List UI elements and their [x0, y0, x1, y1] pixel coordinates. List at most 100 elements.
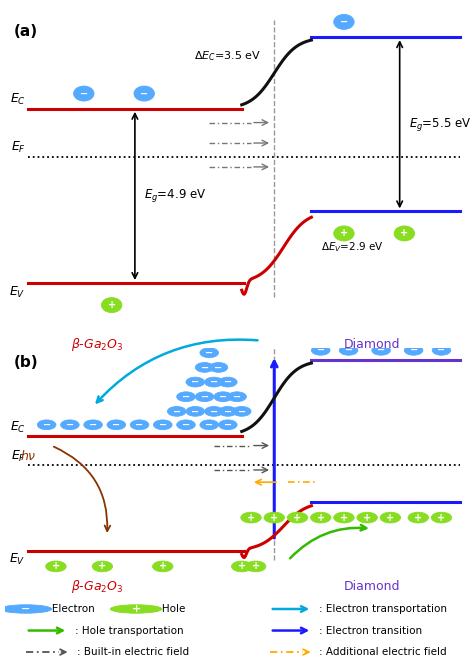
Circle shape	[231, 561, 252, 572]
Circle shape	[177, 420, 195, 429]
Text: $\beta$-Ga$_2$O$_3$: $\beta$-Ga$_2$O$_3$	[72, 577, 124, 595]
Circle shape	[0, 605, 52, 613]
Text: −: −	[224, 377, 232, 387]
Circle shape	[264, 512, 284, 523]
Text: $E_g$=5.5 eV: $E_g$=5.5 eV	[409, 116, 472, 132]
Text: (b): (b)	[14, 355, 39, 370]
Text: : Hole transportation: : Hole transportation	[75, 626, 184, 636]
Text: −: −	[205, 420, 213, 429]
Text: : Built-in electric field: : Built-in electric field	[77, 647, 190, 657]
Text: : Electron transportation: : Electron transportation	[319, 604, 447, 614]
Text: −: −	[201, 363, 209, 373]
Circle shape	[219, 407, 237, 416]
Text: −: −	[182, 392, 190, 401]
Circle shape	[380, 512, 401, 523]
Circle shape	[209, 363, 228, 372]
Circle shape	[130, 420, 149, 429]
Circle shape	[394, 226, 415, 241]
Text: Diamond: Diamond	[344, 338, 400, 351]
Text: $\Delta E_V$=2.9 eV: $\Delta E_V$=2.9 eV	[321, 240, 383, 254]
Text: : Electron transition: : Electron transition	[319, 626, 422, 636]
Circle shape	[200, 420, 219, 429]
Text: +: +	[159, 561, 167, 571]
Circle shape	[310, 512, 331, 523]
Text: −: −	[219, 392, 227, 401]
Circle shape	[177, 392, 195, 401]
Circle shape	[101, 298, 122, 312]
Text: +: +	[400, 228, 409, 238]
Text: $\beta$-Ga$_2$O$_3$: $\beta$-Ga$_2$O$_3$	[72, 336, 124, 353]
Circle shape	[205, 377, 223, 387]
Text: $E_V$: $E_V$	[9, 552, 26, 567]
Circle shape	[107, 420, 126, 429]
Text: +: +	[252, 561, 260, 571]
Text: −: −	[191, 377, 200, 387]
Text: −: −	[140, 88, 148, 98]
Text: +: +	[386, 512, 394, 522]
Circle shape	[357, 512, 377, 523]
Text: −: −	[377, 345, 385, 355]
Text: +: +	[247, 512, 255, 522]
Text: −: −	[237, 406, 246, 416]
Text: −: −	[173, 406, 181, 416]
Text: −: −	[112, 420, 120, 429]
Text: −: −	[345, 345, 353, 355]
Circle shape	[219, 377, 237, 387]
Circle shape	[334, 512, 354, 523]
Text: +: +	[98, 561, 107, 571]
Circle shape	[219, 420, 237, 429]
Text: Diamond: Diamond	[344, 579, 400, 593]
Text: $E_V$: $E_V$	[9, 284, 26, 300]
Text: −: −	[159, 420, 167, 429]
Text: −: −	[210, 406, 218, 416]
Circle shape	[186, 407, 205, 416]
Text: +: +	[237, 561, 246, 571]
Text: −: −	[136, 420, 144, 429]
Text: +: +	[363, 512, 371, 522]
Text: −: −	[317, 345, 325, 355]
Circle shape	[431, 512, 452, 523]
Circle shape	[404, 345, 423, 355]
Text: +: +	[340, 228, 348, 238]
Circle shape	[73, 86, 94, 101]
Circle shape	[408, 512, 428, 523]
Text: $E_g$=4.9 eV: $E_g$=4.9 eV	[144, 187, 207, 205]
Text: +: +	[414, 512, 422, 522]
Circle shape	[205, 407, 223, 416]
Circle shape	[110, 605, 162, 613]
Circle shape	[200, 348, 219, 358]
Text: $\Delta E_C$=3.5 eV: $\Delta E_C$=3.5 eV	[194, 49, 262, 63]
Text: : Electron: : Electron	[45, 604, 94, 614]
Text: +: +	[293, 512, 301, 522]
Circle shape	[37, 420, 56, 429]
Text: −: −	[233, 392, 241, 401]
Text: −: −	[210, 377, 218, 387]
Circle shape	[186, 377, 205, 387]
Text: −: −	[410, 345, 418, 355]
Circle shape	[195, 363, 214, 372]
Circle shape	[214, 392, 232, 401]
Text: −: −	[43, 420, 51, 429]
Circle shape	[134, 86, 155, 101]
Text: +: +	[317, 512, 325, 522]
Text: −: −	[66, 420, 74, 429]
Circle shape	[84, 420, 102, 429]
Circle shape	[232, 407, 251, 416]
Text: −: −	[205, 348, 213, 358]
Text: −: −	[214, 363, 223, 373]
Text: −: −	[89, 420, 97, 429]
Circle shape	[154, 420, 172, 429]
Text: −: −	[340, 17, 348, 27]
Text: +: +	[52, 561, 60, 571]
Text: $E_F$: $E_F$	[11, 449, 26, 464]
Circle shape	[167, 407, 186, 416]
Text: −: −	[224, 406, 232, 416]
Text: −: −	[80, 88, 88, 98]
Text: +: +	[131, 604, 141, 614]
Circle shape	[241, 512, 261, 523]
Text: (a): (a)	[14, 23, 38, 39]
Text: +: +	[270, 512, 278, 522]
Circle shape	[61, 420, 79, 429]
Circle shape	[339, 345, 358, 355]
Text: $h\nu$: $h\nu$	[20, 449, 36, 463]
